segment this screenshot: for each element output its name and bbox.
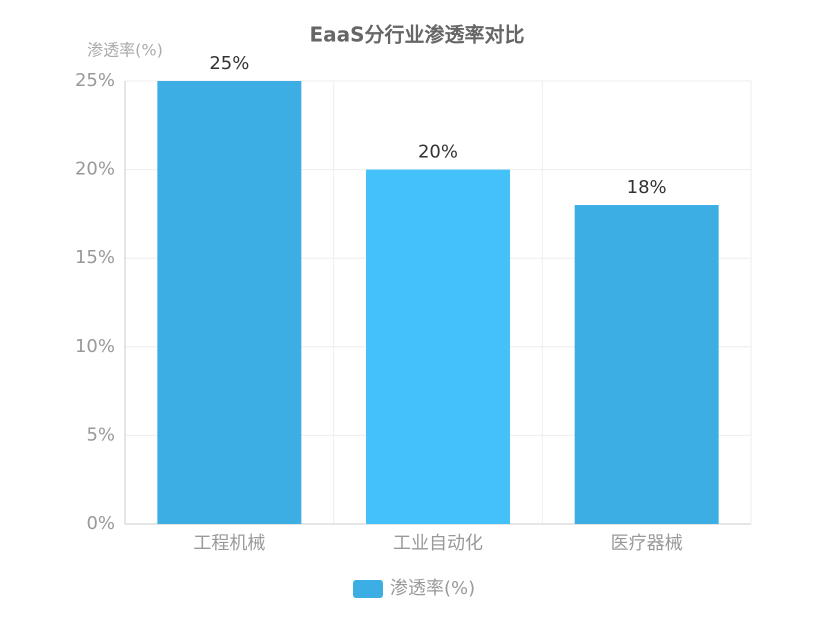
y-tick-label: 10% [75,336,115,357]
y-tick-label: 15% [75,247,115,268]
bar [574,205,719,525]
y-tick-label: 25% [75,70,115,91]
y-tick-label: 20% [75,159,115,180]
legend-label: 渗透率(%) [390,578,475,599]
legend-swatch [353,580,383,598]
x-tick-label: 工业自动化 [393,533,483,554]
x-tick-label: 医疗器械 [611,533,683,554]
bar [157,81,302,524]
chart-title: EaaS分行业渗透率对比 [309,23,524,47]
data-label: 25% [209,53,249,74]
data-label: 18% [627,177,667,198]
y-tick-label: 5% [86,424,115,445]
bar [366,169,510,524]
x-tick-label: 工程机械 [193,533,265,554]
y-tick-label: 0% [86,513,115,534]
data-label: 20% [418,142,458,163]
y-axis-label: 渗透率(%) [87,41,163,60]
